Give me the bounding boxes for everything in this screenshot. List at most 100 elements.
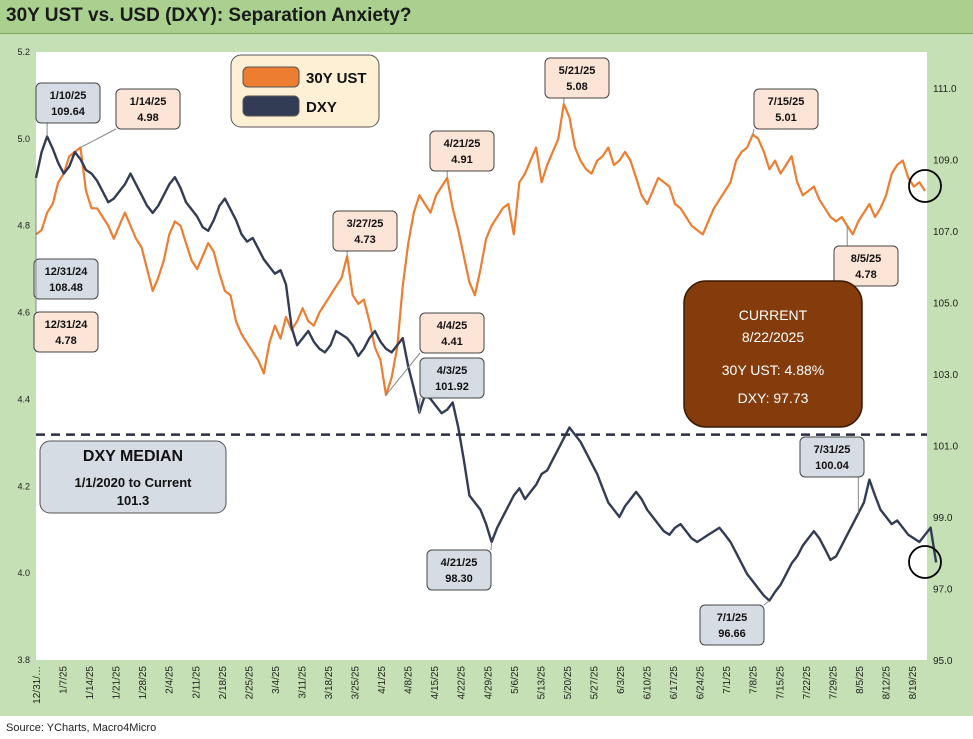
annotation-date: 12/31/24 <box>45 266 89 278</box>
annotation-date: 4/21/25 <box>441 557 478 569</box>
annotation-box <box>833 245 899 287</box>
x-tick-label: 6/17/25 <box>669 666 680 700</box>
right-tick-label: 111.0 <box>933 84 957 95</box>
x-tick-label: 7/22/25 <box>802 666 813 700</box>
annotation-leader <box>385 352 421 396</box>
median-box <box>39 440 227 514</box>
annotation-date: 7/15/25 <box>768 96 805 108</box>
annotation-box <box>799 436 865 478</box>
x-tick-label: 1/21/25 <box>112 666 123 700</box>
annotation-date: 5/21/25 <box>559 65 596 77</box>
annotation-leader <box>763 600 770 606</box>
annotation-value: 4.98 <box>137 112 158 124</box>
annotation-date: 4/21/25 <box>444 138 481 150</box>
x-tick-label: 1/7/25 <box>59 666 70 694</box>
current-dxy-circle <box>908 545 942 579</box>
chart-title: 30Y UST vs. USD (DXY): Separation Anxiet… <box>6 5 412 26</box>
x-tick-label: 5/6/25 <box>510 666 521 694</box>
x-tick-label: 7/8/25 <box>749 666 760 694</box>
annotation-box <box>429 130 495 172</box>
annotation-leader <box>490 541 493 551</box>
annotation-leader <box>418 397 421 413</box>
x-tick-label: 3/4/25 <box>271 666 282 694</box>
annotation-value: 4.91 <box>451 154 472 166</box>
left-tick-label: 5.2 <box>17 47 30 57</box>
x-tick-label: 3/25/25 <box>351 666 362 700</box>
annotation-box <box>33 311 99 353</box>
annotation-leader <box>80 128 117 148</box>
current-date: 8/22/2025 <box>742 329 804 345</box>
right-tick-label: 109.0 <box>933 155 958 166</box>
right-tick-label: 95.0 <box>933 656 953 667</box>
annotation-value: 98.30 <box>445 573 473 585</box>
annotation-date: 1/14/25 <box>130 96 167 108</box>
annotation-value: 96.66 <box>718 628 746 640</box>
annotation-date: 3/27/25 <box>347 218 384 230</box>
legend-label-30y-ust: 30Y UST <box>306 70 367 87</box>
x-tick-label: 12/31/… <box>32 666 43 704</box>
left-tick-label: 4.8 <box>17 221 30 231</box>
left-tick-label: 4.0 <box>17 568 30 578</box>
x-tick-label: 3/11/25 <box>297 666 308 699</box>
x-tick-label: 5/27/25 <box>589 666 600 700</box>
annotation-box <box>332 210 398 252</box>
left-tick-label: 4.4 <box>17 394 30 404</box>
x-tick-label: 6/3/25 <box>616 666 627 694</box>
x-tick-label: 2/4/25 <box>165 666 176 694</box>
legend-swatch-30y-ust <box>242 66 300 88</box>
annotation-value: 109.64 <box>51 106 86 118</box>
x-tick-label: 6/10/25 <box>643 666 654 700</box>
right-tick-label: 105.0 <box>933 298 958 309</box>
x-tick-label: 5/13/25 <box>536 666 547 700</box>
x-tick-label: 4/8/25 <box>404 666 415 694</box>
left-tick-label: 4.2 <box>17 481 30 491</box>
annotation-date: 7/1/25 <box>717 612 748 624</box>
x-tick-label: 4/29/25 <box>483 666 494 700</box>
annotation-date: 8/5/25 <box>851 253 882 265</box>
right-tick-label: 107.0 <box>933 227 958 238</box>
x-tick-label: 1/14/25 <box>85 666 96 700</box>
annotation-box <box>544 57 610 99</box>
annotation-date: 1/10/25 <box>50 90 87 102</box>
annotation-value: 4.73 <box>354 234 375 246</box>
left-tick-label: 5.0 <box>17 134 30 144</box>
x-tick-label: 6/24/25 <box>696 666 707 700</box>
annotation-date: 4/3/25 <box>437 365 468 377</box>
x-tick-label: 2/18/25 <box>218 666 229 700</box>
median-label-title: DXY MEDIAN <box>83 448 183 465</box>
x-tick-label: 7/29/25 <box>828 666 839 700</box>
x-tick-label: 7/1/25 <box>722 666 733 694</box>
legend-swatch-dxy <box>242 95 300 117</box>
annotation-box <box>33 258 99 300</box>
annotation-value: 4.78 <box>855 269 876 281</box>
x-tick-label: 4/15/25 <box>430 666 441 700</box>
annotation-box <box>753 88 819 130</box>
source-note: Source: YCharts, Macro4Micro <box>6 722 157 734</box>
x-tick-label: 5/20/25 <box>563 666 574 700</box>
annotation-value: 5.01 <box>775 112 796 124</box>
annotation-date: 12/31/24 <box>45 319 89 331</box>
x-tick-label: 8/5/25 <box>855 666 866 694</box>
annotation-value: 108.48 <box>49 282 83 294</box>
title-bar: 30Y UST vs. USD (DXY): Separation Anxiet… <box>0 0 973 34</box>
right-tick-label: 101.0 <box>933 441 958 452</box>
x-tick-label: 8/12/25 <box>881 666 892 700</box>
annotation-box <box>115 88 181 130</box>
x-tick-label: 1/28/25 <box>138 666 149 700</box>
annotation-value: 4.41 <box>441 336 462 348</box>
left-tick-label: 3.8 <box>17 655 30 665</box>
annotation-box <box>35 82 101 124</box>
current-box <box>683 280 863 428</box>
x-tick-label: 4/1/25 <box>377 666 388 694</box>
annotation-box <box>426 549 492 591</box>
right-tick-label: 97.0 <box>933 584 953 595</box>
current-dxy: DXY: 97.73 <box>738 390 809 406</box>
x-tick-label: 8/19/25 <box>908 666 919 700</box>
right-tick-label: 99.0 <box>933 513 953 524</box>
right-tick-label: 103.0 <box>933 370 958 381</box>
annotation-value: 100.04 <box>815 460 850 472</box>
annotation-leader <box>752 128 755 135</box>
left-tick-label: 4.6 <box>17 308 30 318</box>
